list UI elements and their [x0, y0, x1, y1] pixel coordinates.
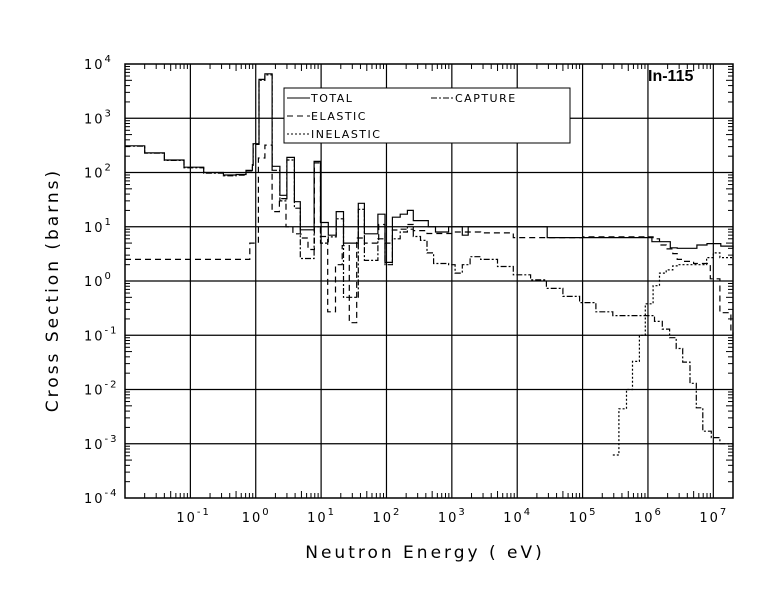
legend-label-capture: CAPTURE: [455, 92, 517, 105]
y-tick-label: 10-3: [84, 434, 119, 453]
legend: TOTAL CAPTURE ELASTIC INELASTIC: [283, 87, 571, 144]
series-inelastic: [612, 252, 734, 456]
y-tick-labels: 104 103 102 101 100 10-1 10-2 10-3 10-4: [84, 54, 119, 507]
y-tick-label: 100: [84, 271, 113, 290]
x-tick-label: 104: [503, 507, 532, 526]
legend-box: [283, 87, 571, 144]
x-tick-label: 101: [307, 507, 336, 526]
y-tick-label: 103: [84, 108, 113, 127]
x-tick-labels: 10-1 100 101 102 103 104 105 106 107: [176, 507, 728, 526]
legend-label-elastic: ELASTIC: [311, 110, 367, 123]
y-tick-label: 10-1: [84, 325, 119, 344]
legend-label-total: TOTAL: [310, 92, 353, 105]
x-tick-label: 107: [699, 507, 728, 526]
x-tick-label: 105: [569, 507, 598, 526]
y-tick-label: 10-4: [84, 488, 119, 507]
x-tick-label: 103: [438, 507, 467, 526]
y-tick-label: 101: [84, 217, 113, 236]
x-tick-label: 10-1: [176, 507, 211, 526]
series-group: [125, 73, 734, 456]
axis-ticks: [125, 64, 733, 498]
x-axis-label: Neutron Energy ( eV): [305, 543, 545, 563]
x-tick-label: 106: [634, 507, 663, 526]
y-tick-label: 10-2: [84, 380, 119, 399]
chart-title: In-115: [648, 68, 693, 85]
y-axis-label: Cross Section (barns): [43, 168, 63, 412]
series-elastic: [125, 144, 734, 336]
plot-frame: [124, 63, 734, 499]
legend-label-inelastic: INELASTIC: [311, 128, 381, 141]
y-tick-label: 104: [84, 54, 113, 73]
x-tick-label: 100: [242, 507, 271, 526]
y-tick-label: 102: [84, 163, 113, 182]
x-tick-label: 102: [372, 507, 401, 526]
series-capture: [125, 74, 734, 447]
